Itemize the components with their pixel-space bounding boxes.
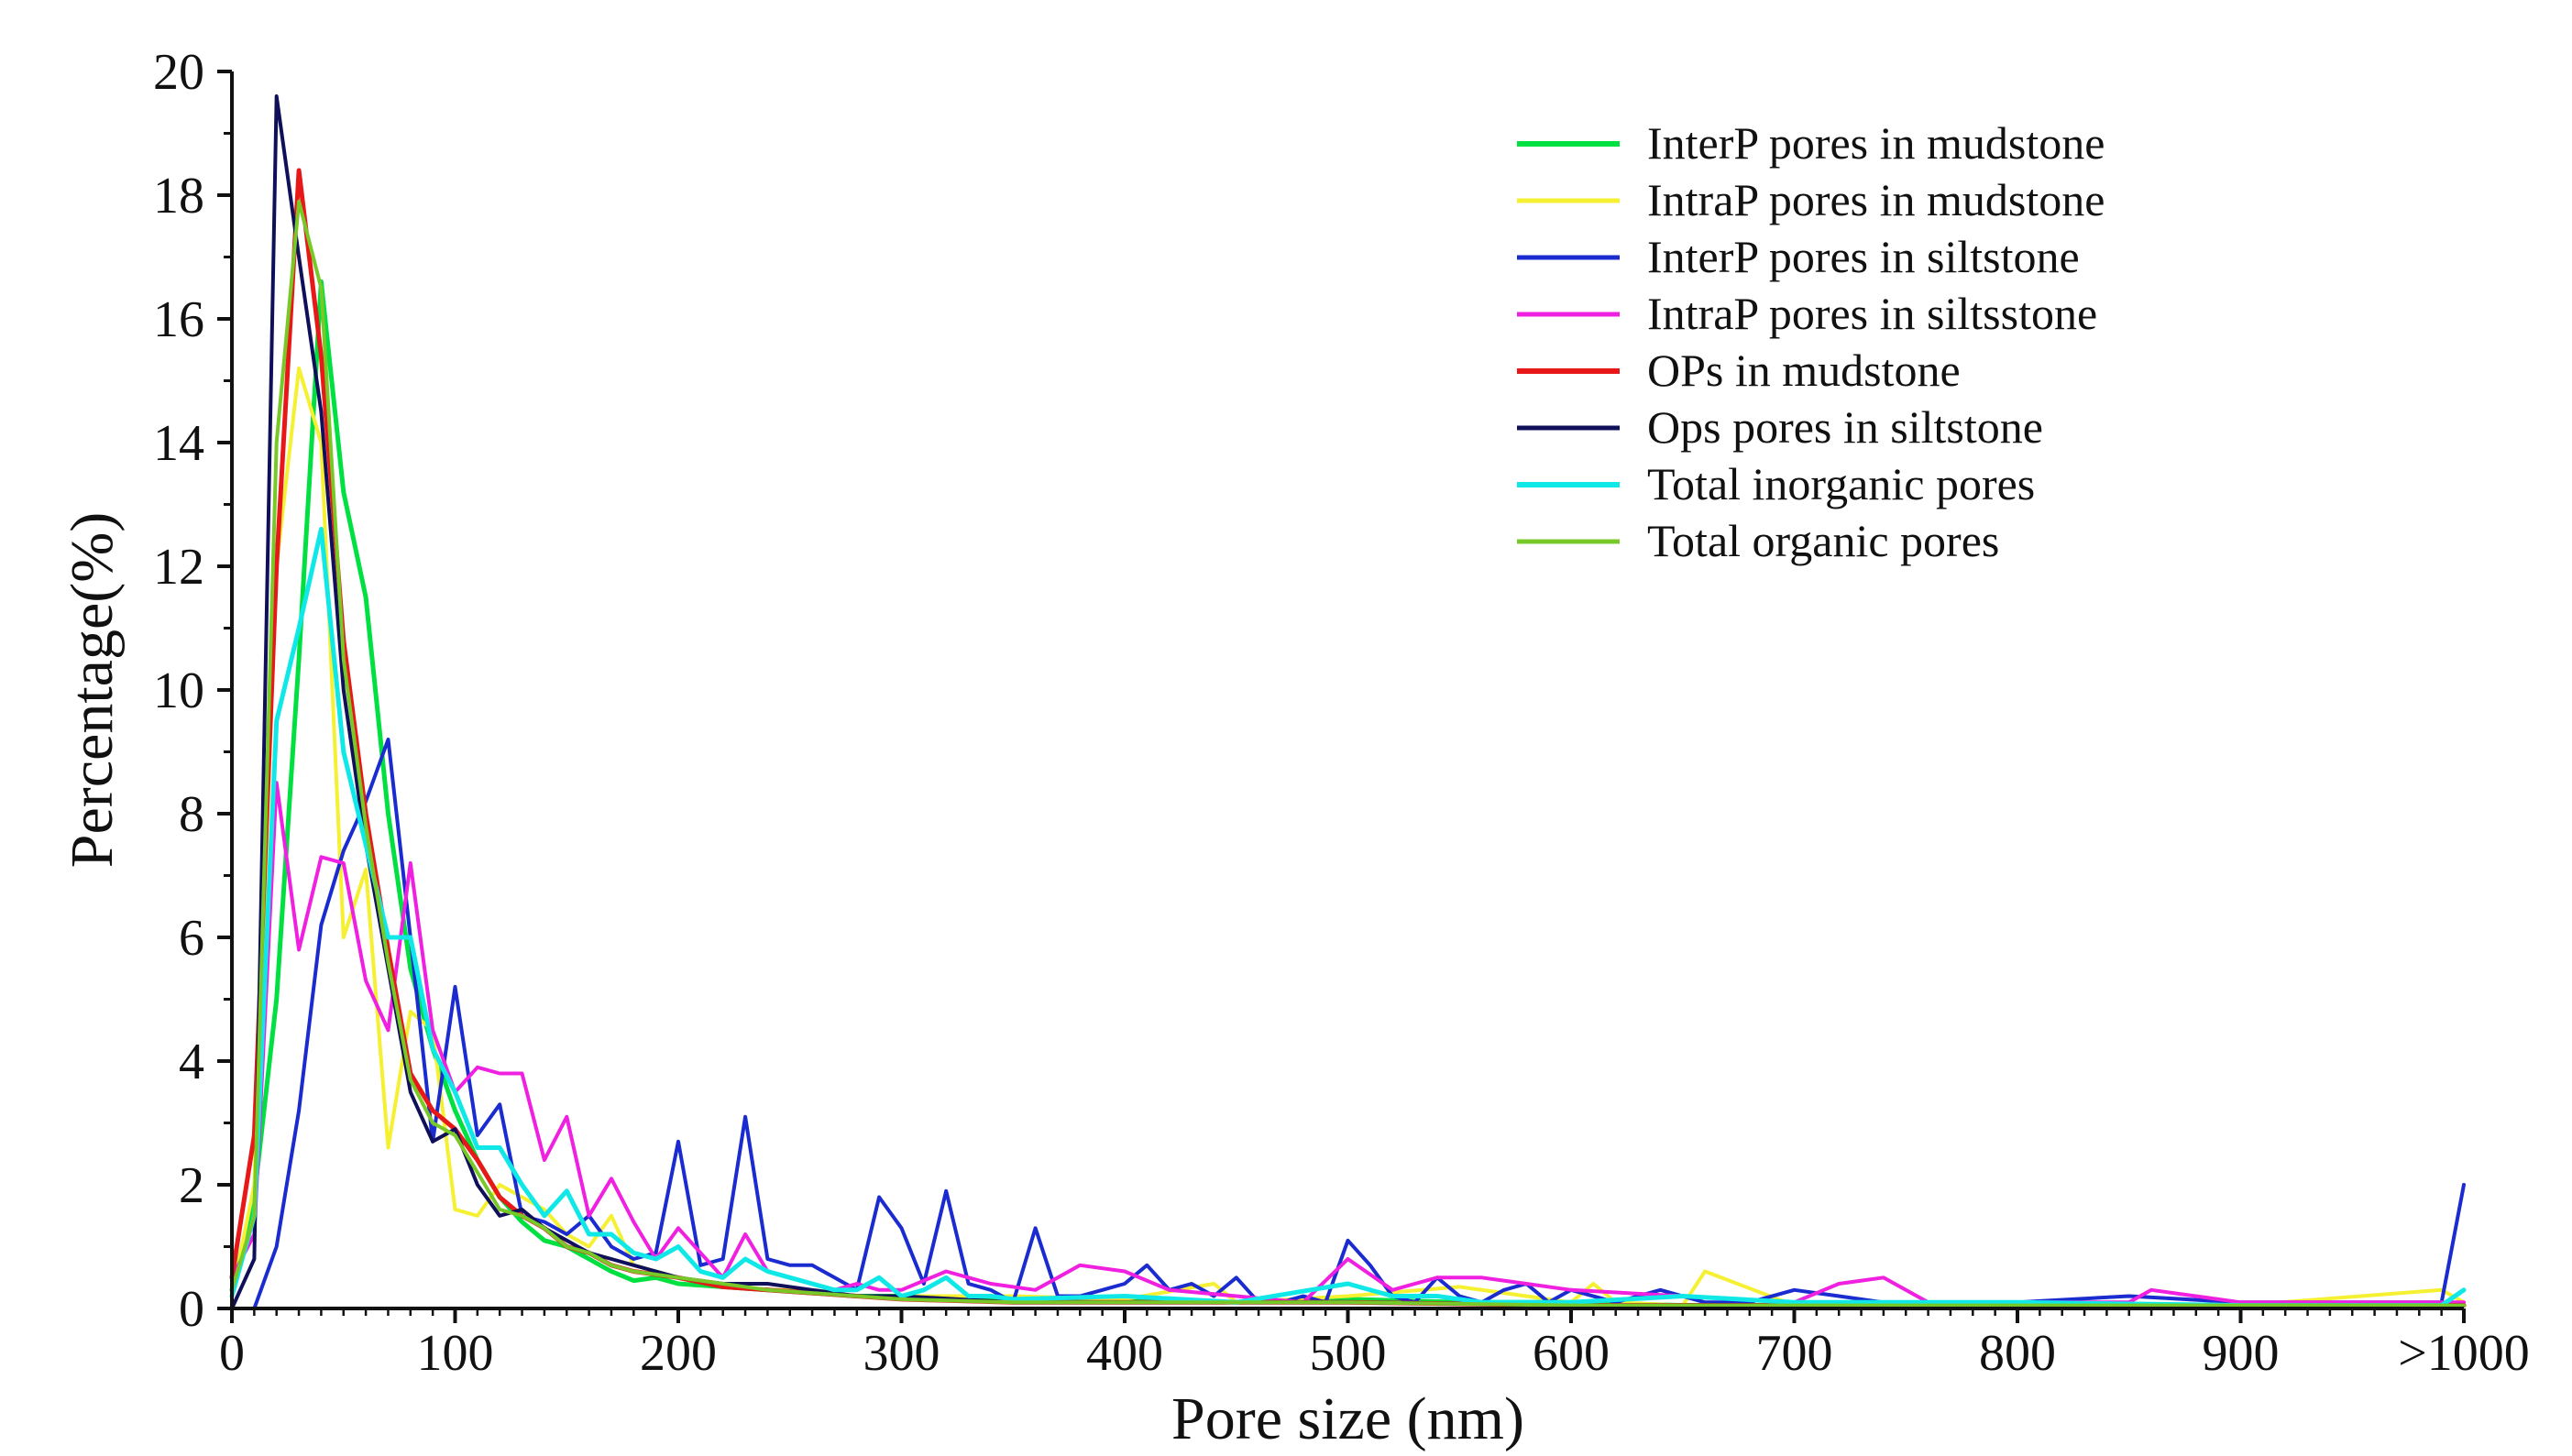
x-tick-label: 200 [640,1325,717,1382]
series-layer [229,94,2467,1310]
series-line-6 [230,94,2466,1310]
x-tick-label: 600 [1533,1325,1610,1382]
x-tick-label: 500 [1310,1325,1387,1382]
y-tick-label: 10 [153,662,204,719]
x-tick-label: 700 [1756,1325,1833,1382]
x-axis-title: Pore size (nm) [1171,1385,1524,1452]
x-tick-label: 100 [417,1325,494,1382]
y-tick-label: 18 [153,168,204,224]
legend-label-6: Ops pores in siltstone [1647,401,2043,453]
legend-label-1: InterP pores in mudstone [1647,117,2105,169]
x-tick-label: 800 [1979,1325,2056,1382]
y-tick-label: 2 [179,1157,204,1214]
legend-label-7: Total inorganic pores [1647,458,2035,509]
legend-label-4: IntraP pores in siltsstone [1647,288,2097,339]
y-tick-label: 6 [179,910,204,967]
series-line-4 [230,781,2466,1305]
series-line-2 [230,367,2466,1308]
y-tick-label: 16 [153,291,204,348]
y-tick-label: 0 [179,1281,204,1338]
legend-label-2: IntraP pores in mudstone [1647,174,2105,225]
legend-label-8: Total organic pores [1647,515,1999,566]
series-line-3 [230,738,2466,1310]
y-tick-label: 4 [179,1034,204,1090]
y-tick-label: 14 [153,415,204,472]
x-tick-label: 0 [219,1325,245,1382]
series-line-8 [230,199,2466,1308]
x-tick-label: 900 [2203,1325,2280,1382]
series-line-7 [229,527,2467,1308]
x-tick-label: 300 [863,1325,940,1382]
x-tick-label: >1000 [2398,1325,2530,1382]
y-tick-label: 8 [179,786,204,843]
series-line-5 [229,168,2467,1308]
legend-label-3: InterP pores in siltstone [1647,231,2080,282]
y-tick-label: 20 [153,44,204,101]
legend-label-5: OPs in mudstone [1647,345,1961,396]
y-axis-title: Percentage(%) [59,512,126,868]
series-line-1 [229,279,2467,1308]
y-tick-label: 12 [153,539,204,596]
x-tick-label: 400 [1086,1325,1163,1382]
